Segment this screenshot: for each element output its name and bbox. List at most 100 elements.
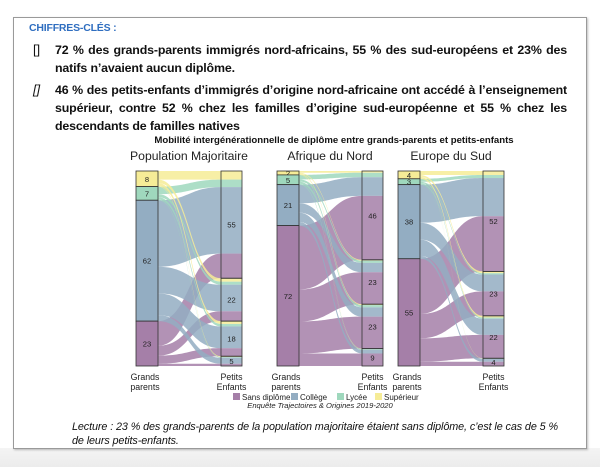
segment-value-label: 7	[145, 189, 149, 198]
flow-link	[299, 173, 362, 306]
flow-link	[299, 172, 362, 180]
grandchildren-bar-subsegment	[362, 262, 383, 273]
flow-link	[158, 179, 221, 282]
grandchildren-bar-subsegment	[362, 259, 383, 261]
sankey-panel: Afrique du Nord 25 21 72 46 23 23 9 Grandsparent…	[271, 149, 388, 392]
segment-value-label: 3	[407, 178, 411, 187]
flow-link	[158, 187, 221, 267]
flow-links	[420, 171, 483, 366]
grandchildren-bar-subsegment	[483, 175, 504, 179]
key-figure-item: [] 72 % des grands-parents immigrés nord…	[33, 41, 567, 77]
grandchildren-bar-subsegment	[362, 307, 383, 317]
flow-link	[299, 353, 362, 366]
grandchildren-bar-subsegment	[483, 291, 504, 316]
flow-link	[299, 174, 362, 349]
flow-link	[420, 255, 483, 362]
legend-item: Collège	[291, 393, 328, 402]
flow-link	[420, 184, 483, 359]
segment-value-label: 4	[407, 171, 411, 180]
flow-link	[299, 212, 362, 317]
flow-link	[158, 293, 221, 349]
grandparents-axis-label: Grands	[272, 372, 301, 382]
segment-value-label: 23	[143, 340, 151, 349]
legend-item: Sans diplôme	[233, 393, 291, 402]
grandchildren-bar-subsegment	[362, 195, 383, 260]
flow-link	[420, 175, 483, 274]
segment-value-label: 52	[489, 217, 497, 226]
segment-value-label: 23	[368, 278, 376, 287]
grandchildren-bar-segment	[220, 355, 243, 367]
grandchildren-axis-label: Enfants	[217, 382, 247, 392]
flow-link	[420, 171, 483, 176]
grandchildren-bar-subsegment	[483, 216, 504, 272]
grandchildren-bar-subsegment	[221, 326, 242, 349]
grandchildren-bar-subsegment	[221, 311, 242, 322]
flow-link	[420, 334, 483, 362]
grandchildren-bar-subsegment	[483, 273, 504, 275]
grandchildren-bar-subsegment	[221, 323, 242, 327]
grandchildren-bar-subsegment	[221, 357, 242, 364]
grandchildren-bar-subsegment	[221, 171, 242, 180]
flow-link	[420, 183, 483, 319]
panel-title: Population Majoritaire	[130, 149, 248, 163]
grandparents-axis-label: Grands	[131, 372, 160, 382]
key-figure-item: [] 46 % des petits-enfants d’immigrés d’…	[33, 81, 567, 135]
segment-value-label: 46	[368, 211, 376, 220]
flow-link	[158, 363, 221, 366]
flow-link	[299, 316, 362, 354]
segment-value-label: 62	[143, 257, 151, 266]
flow-link	[158, 194, 221, 285]
key-figure-text: 72 % des grands-parents immigrés nord-af…	[55, 43, 567, 75]
grandchildren-bar-subsegment	[483, 334, 504, 359]
flow-link	[420, 181, 483, 275]
flow-link	[420, 178, 483, 359]
grandchildren-bar-subsegment	[362, 172, 383, 178]
grandparents-axis-label: Grands	[393, 372, 422, 382]
grandchildren-bar-subsegment	[483, 315, 504, 318]
grandchildren-bar-subsegment	[483, 171, 504, 176]
flow-link	[299, 221, 362, 354]
grandchildren-bar-subsegment	[362, 177, 383, 196]
segment-value-label: 55	[227, 221, 235, 230]
grandchildren-bar-subsegment	[362, 316, 383, 349]
segment-value-label: 22	[227, 296, 235, 305]
grandchildren-bar-subsegment	[362, 260, 383, 263]
grandchildren-bar-subsegment	[362, 272, 383, 305]
segment-value-label: 18	[227, 335, 235, 344]
flow-link	[158, 171, 221, 180]
chart-legend: Sans diplôme Collège Lycée Supérieur	[233, 393, 419, 402]
grandchildren-bar-subsegment	[221, 321, 242, 324]
panel-title: Europe du Sud	[410, 149, 491, 163]
grandchildren-axis-label: Petits	[482, 372, 505, 382]
segment-value-label: 9	[370, 353, 374, 362]
grandchildren-bar-subsegment	[362, 348, 383, 350]
flow-link	[420, 175, 483, 182]
segment-value-label: 5	[229, 357, 233, 366]
flow-links	[158, 171, 221, 366]
segment-value-label: 21	[284, 201, 292, 210]
flow-link	[420, 291, 483, 339]
flow-link	[299, 171, 362, 173]
flow-link	[420, 178, 483, 223]
grandchildren-axis-label: Enfants	[479, 382, 509, 392]
sankey-panel: Population Majoritaire 8 7 62 23 55 22 18 5 Grand…	[130, 149, 248, 392]
panel-title: Afrique du Nord	[287, 149, 372, 163]
flow-link	[158, 183, 221, 324]
grandparents-axis-label: parents	[271, 382, 301, 392]
grandchildren-bar-segment	[361, 348, 384, 367]
grandchildren-bar-subsegment	[221, 187, 242, 254]
grandchildren-bar-subsegment	[221, 253, 242, 279]
grandparents-axis-label: parents	[130, 382, 160, 392]
chart-title: Mobilité intergénérationnelle de diplôme…	[154, 135, 513, 146]
grandparents-bar-segment	[276, 225, 300, 367]
grandchildren-axis-label: Petits	[220, 372, 243, 382]
grandchildren-bar-subsegment	[483, 271, 504, 274]
segment-value-label: 23	[489, 290, 497, 299]
reading-note: Lecture : 23 % des grands-parents de la …	[72, 421, 558, 447]
flow-link	[420, 222, 483, 292]
flow-link	[158, 199, 221, 358]
flow-link	[158, 197, 221, 327]
grandchildren-bar-segment	[482, 357, 505, 367]
legend-label: Supérieur	[384, 393, 419, 402]
